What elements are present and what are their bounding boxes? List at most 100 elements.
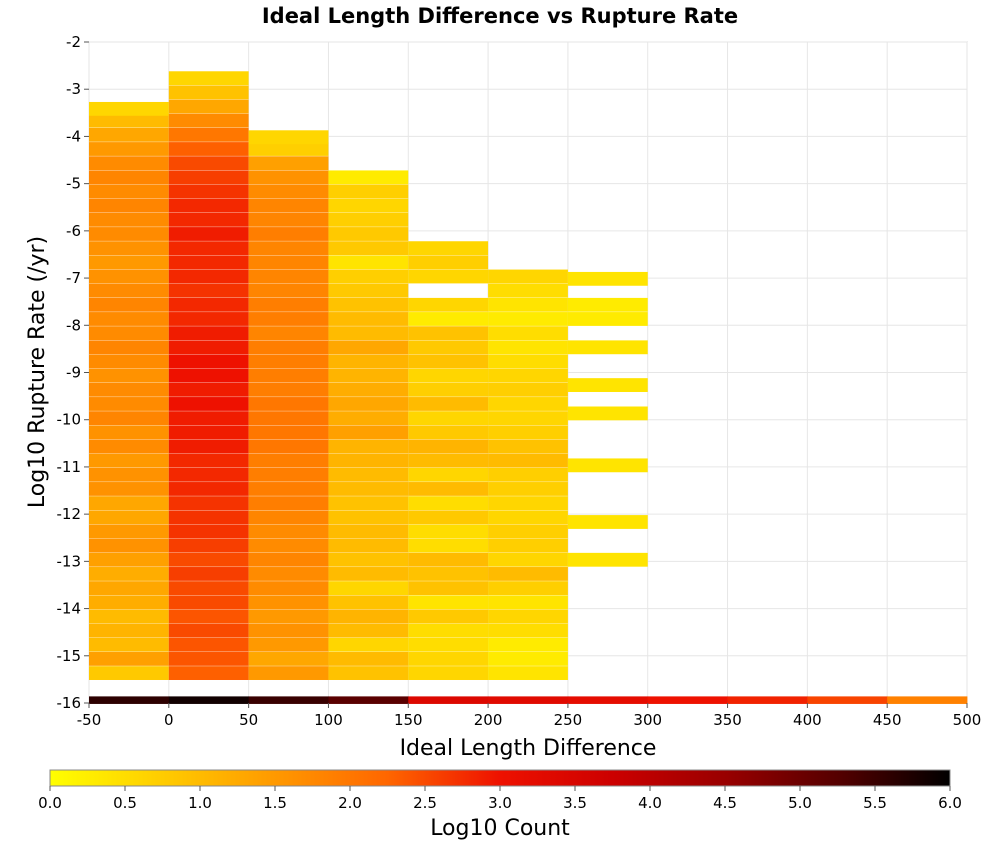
y-tick-label: -16 xyxy=(57,694,82,712)
heatmap-cell xyxy=(168,340,249,355)
y-tick-label: -9 xyxy=(66,364,81,382)
heatmap-cell xyxy=(168,524,249,539)
heatmap-cell xyxy=(248,184,329,199)
heatmap-cell xyxy=(328,184,409,199)
heatmap-cell xyxy=(168,198,249,213)
heatmap-cell xyxy=(328,552,409,567)
heatmap-cell xyxy=(248,453,329,468)
x-tick-label: 250 xyxy=(554,711,583,729)
heatmap-cell xyxy=(168,297,249,312)
heatmap-cell xyxy=(248,552,329,567)
heatmap-cell xyxy=(328,368,409,383)
y-tick-label: -15 xyxy=(57,647,82,665)
heatmap-cell xyxy=(328,283,409,298)
heatmap-cell xyxy=(248,467,329,482)
heatmap-cell xyxy=(89,283,169,298)
heatmap-cell xyxy=(89,227,169,241)
heatmap-cell xyxy=(89,142,169,156)
heatmap-cell xyxy=(248,482,329,496)
heatmap-cell-bottom xyxy=(89,696,170,704)
heatmap-cell xyxy=(168,637,249,652)
heatmap-cell xyxy=(168,581,249,596)
x-tick-label: 0 xyxy=(164,711,174,729)
colorbar-tick-label: 0.0 xyxy=(38,794,62,812)
heatmap-cell xyxy=(168,425,249,440)
heatmap-cell xyxy=(328,198,409,213)
heatmap-cell xyxy=(168,666,249,680)
heatmap-cell xyxy=(89,368,169,383)
heatmap-cell xyxy=(328,666,409,680)
heatmap-cell xyxy=(168,241,249,256)
heatmap-cell-bottom xyxy=(647,696,728,704)
heatmap-cell xyxy=(89,156,169,171)
heatmap-cell xyxy=(248,198,329,213)
chart-title: Ideal Length Difference vs Rupture Rate xyxy=(262,4,738,28)
heatmap-cell xyxy=(89,127,169,142)
heatmap-cell xyxy=(488,354,568,369)
heatmap-cell xyxy=(408,524,489,539)
heatmap-cell xyxy=(89,595,169,610)
heatmap-cell xyxy=(328,312,409,326)
colorbar-tick-label: 3.5 xyxy=(563,794,587,812)
heatmap-cell xyxy=(248,312,329,326)
heatmap-cell xyxy=(89,538,169,553)
colorbar-title: Log10 Count xyxy=(430,816,570,841)
heatmap-cell xyxy=(488,581,568,596)
heatmap-cell xyxy=(89,170,169,185)
heatmap-cell xyxy=(248,609,329,624)
heatmap-cell xyxy=(89,652,169,666)
heatmap-cell xyxy=(89,397,169,411)
y-tick-label: -10 xyxy=(57,411,82,429)
heatmap-cell xyxy=(248,255,329,270)
heatmap-cell xyxy=(248,538,329,553)
heatmap-cell xyxy=(168,538,249,553)
heatmap-cell xyxy=(168,326,249,341)
heatmap-cell xyxy=(488,326,568,341)
heatmap-cell xyxy=(168,496,249,511)
heatmap-cell xyxy=(89,425,169,440)
heatmap-cell xyxy=(328,354,409,369)
heatmap-cell xyxy=(89,567,169,581)
heatmap-cell xyxy=(408,368,489,383)
heatmap-cell xyxy=(89,411,169,426)
heatmap-cell xyxy=(408,467,489,482)
x-tick-label: -50 xyxy=(77,711,102,729)
colorbar-tick-label: 0.5 xyxy=(113,794,137,812)
heatmap-cell xyxy=(89,340,169,355)
heatmap-cell xyxy=(328,255,409,270)
heatmap-cell xyxy=(488,283,568,298)
heatmap-cell xyxy=(89,212,169,227)
heatmap-cell xyxy=(168,170,249,185)
heatmap-cell xyxy=(567,406,648,421)
y-tick-label: -13 xyxy=(57,552,82,570)
heatmap-cell xyxy=(248,269,329,284)
colorbar-tick-label: 4.5 xyxy=(713,794,737,812)
heatmap-cell xyxy=(408,354,489,369)
heatmap-cell xyxy=(408,567,489,581)
heatmap-cell xyxy=(328,297,409,312)
heatmap-cell xyxy=(408,652,489,666)
x-tick-label: 350 xyxy=(713,711,742,729)
heatmap-cell xyxy=(168,71,249,86)
heatmap-cell xyxy=(328,269,409,284)
heatmap-cell xyxy=(168,184,249,199)
heatmap-cell xyxy=(89,623,169,638)
heatmap-cell xyxy=(89,453,169,468)
heatmap-cell xyxy=(408,297,489,312)
heatmap-cell xyxy=(408,241,489,256)
heatmap-cell xyxy=(488,297,568,312)
x-tick-label: 200 xyxy=(474,711,503,729)
heatmap-cell xyxy=(89,312,169,326)
heatmap-cell xyxy=(168,595,249,610)
heatmap-cell xyxy=(328,425,409,440)
heatmap-cell xyxy=(328,510,409,525)
x-tick-label: 450 xyxy=(873,711,902,729)
heatmap-cell xyxy=(248,581,329,596)
heatmap-cell xyxy=(488,609,568,624)
heatmap-cell xyxy=(89,101,169,116)
heatmap-cell xyxy=(168,453,249,468)
x-tick-label: 50 xyxy=(239,711,258,729)
heatmap-cell xyxy=(168,609,249,624)
colorbar-tick-label: 5.0 xyxy=(788,794,812,812)
x-tick-label: 150 xyxy=(394,711,423,729)
